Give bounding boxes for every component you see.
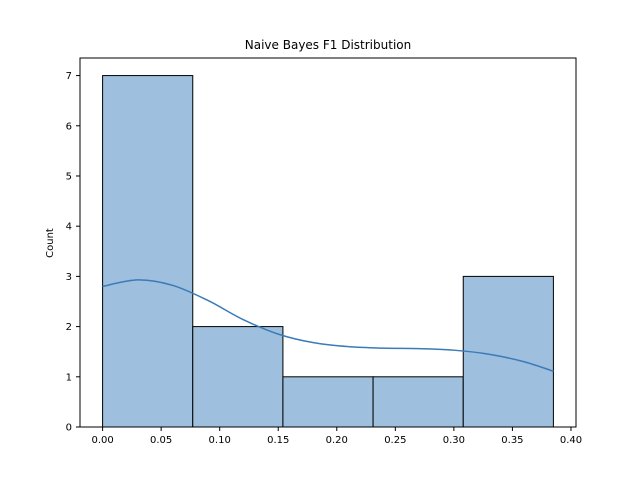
y-tick-label: 5 [66,171,72,182]
x-tick-label: 0.30 [443,435,465,446]
y-tick-label: 7 [66,71,72,82]
histogram-bar-3 [372,376,464,428]
chart-title: Naive Bayes F1 Distribution [245,38,411,52]
plot-frame [79,57,577,428]
histogram-bar-2 [282,376,374,428]
x-tick-label: 0.40 [560,435,582,446]
histogram-bar-0 [102,75,194,428]
y-tick-label: 1 [66,372,72,383]
kde-curve-group [102,279,554,372]
x-tick-label: 0.05 [150,435,172,446]
x-tick-label: 0.20 [326,435,348,446]
histogram-bar-4 [462,275,554,428]
y-axis-ticks: 0 1 2 3 4 5 6 7 [66,71,80,434]
y-tick-label: 4 [66,222,72,233]
kde-line [102,279,554,372]
x-tick-label: 0.15 [267,435,289,446]
histogram-bars [102,75,554,428]
histogram-bar-1 [192,326,284,428]
x-axis-ticks: 0.00 0.05 0.10 0.15 0.20 0.25 0.30 0.35 0.40 [91,427,582,446]
y-tick-label: 0 [66,423,72,434]
x-tick-label: 0.00 [91,435,113,446]
y-axis-label: Count [45,228,56,258]
y-tick-label: 3 [66,272,72,283]
x-tick-label: 0.25 [384,435,406,446]
y-tick-label: 6 [66,121,72,132]
y-tick-label: 2 [66,322,72,333]
x-tick-label: 0.35 [501,435,523,446]
x-tick-label: 0.10 [209,435,231,446]
